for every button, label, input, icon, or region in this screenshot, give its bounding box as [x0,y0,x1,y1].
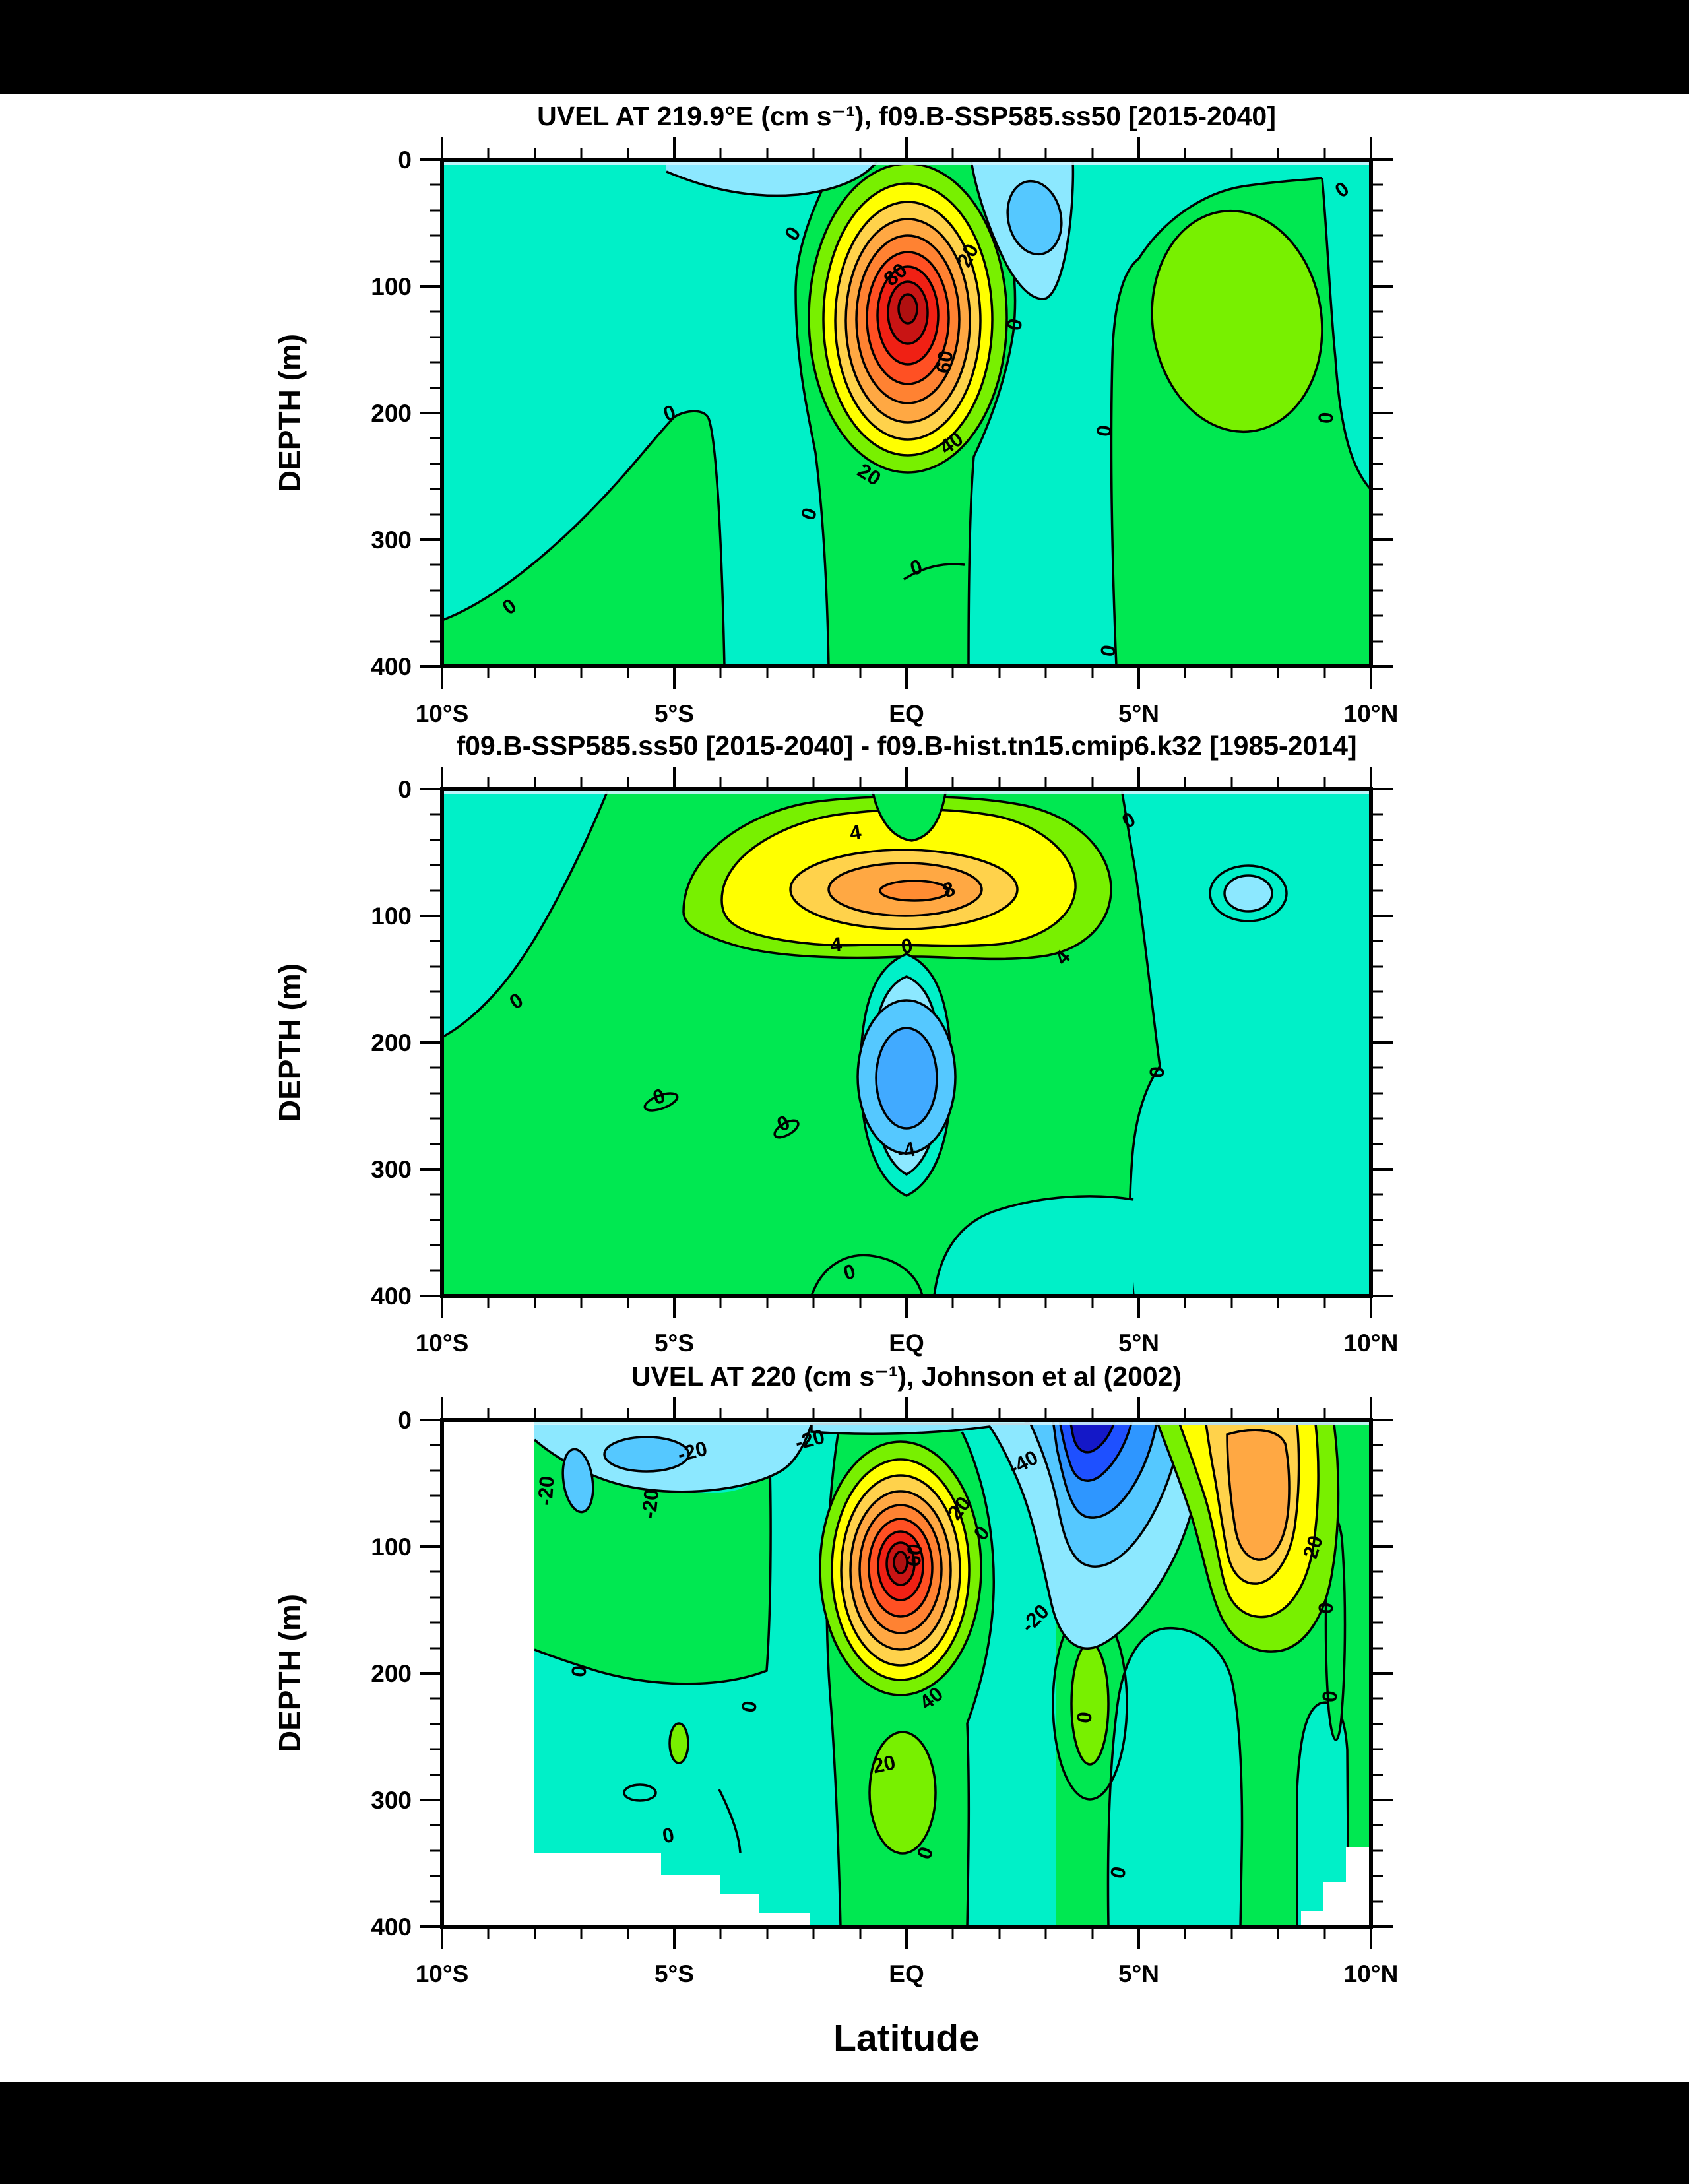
svg-text:100: 100 [371,1533,412,1560]
panel2-ylabel: DEPTH (m) [272,963,307,1122]
svg-text:10°S: 10°S [416,700,469,727]
svg-text:0: 0 [398,776,412,803]
svg-text:5°S: 5°S [654,1330,694,1357]
svg-text:10°N: 10°N [1344,1960,1399,1987]
svg-text:5°N: 5°N [1118,1330,1159,1357]
svg-text:EQ: EQ [889,1960,924,1987]
svg-text:200: 200 [371,1660,412,1687]
svg-text:10°S: 10°S [416,1330,469,1357]
svg-text:400: 400 [371,1913,412,1941]
panel3-y-tick-labels: 0 100 200 300 400 [371,1407,412,1941]
svg-text:60: 60 [901,1543,926,1568]
panel2-contour-plot [441,788,1371,1297]
panel1-contour-plot [441,159,1372,667]
svg-text:20: 20 [870,1750,897,1778]
svg-text:200: 200 [371,1029,412,1056]
panel1-ylabel: DEPTH (m) [272,334,307,492]
svg-text:5°N: 5°N [1118,1960,1159,1987]
svg-text:0: 0 [1096,643,1120,658]
figure-xlabel: Latitude [833,2017,980,2059]
panel1-y-tick-labels: 0 100 200 300 400 [371,146,412,680]
svg-text:200: 200 [371,400,412,427]
svg-text:60: 60 [932,349,957,375]
panel2-title: f09.B-SSP585.ss50 [2015-2040] - f09.B-hi… [456,730,1356,761]
svg-text:400: 400 [371,653,412,680]
svg-text:EQ: EQ [889,700,924,727]
svg-text:0: 0 [737,1700,761,1714]
svg-text:400: 400 [371,1283,412,1310]
panel2-y-tick-labels: 0 100 200 300 400 [371,776,412,1310]
panel3-x-tick-labels: 10°S 5°S EQ 5°N 10°N [416,1960,1399,1987]
svg-text:5°S: 5°S [654,1960,694,1987]
svg-text:0: 0 [1314,411,1337,424]
panel-3: UVEL AT 220 (cm s⁻¹), Johnson et al (200… [272,1361,1398,2059]
svg-text:0: 0 [1145,1065,1169,1079]
svg-text:100: 100 [371,273,412,300]
panel3-title: UVEL AT 220 (cm s⁻¹), Johnson et al (200… [631,1361,1182,1392]
svg-text:0: 0 [398,146,412,174]
svg-text:10°N: 10°N [1344,1330,1399,1357]
svg-text:4: 4 [829,932,843,956]
svg-text:0: 0 [1314,1601,1337,1615]
svg-text:5°S: 5°S [654,700,694,727]
svg-text:0: 0 [1092,424,1116,437]
svg-text:-20: -20 [637,1488,663,1520]
svg-text:EQ: EQ [889,1330,924,1357]
panel3-ylabel: DEPTH (m) [272,1594,307,1752]
svg-text:0: 0 [1072,1710,1097,1724]
panel-2: f09.B-SSP585.ss50 [2015-2040] - f09.B-hi… [272,730,1398,1357]
svg-text:5°N: 5°N [1118,700,1159,727]
panel1-title: UVEL AT 219.9°E (cm s⁻¹), f09.B-SSP585.s… [537,101,1276,131]
svg-text:0: 0 [1318,1690,1341,1703]
svg-text:100: 100 [371,903,412,930]
svg-text:300: 300 [371,1787,412,1814]
svg-text:0: 0 [398,1407,412,1434]
svg-text:10°N: 10°N [1344,700,1399,727]
svg-text:0: 0 [567,1664,591,1678]
svg-text:300: 300 [371,1156,412,1183]
svg-text:0: 0 [900,934,914,958]
panel2-x-tick-labels: 10°S 5°S EQ 5°N 10°N [416,1330,1399,1357]
svg-text:4: 4 [848,820,864,845]
panel-1: UVEL AT 219.9°E (cm s⁻¹), f09.B-SSP585.s… [272,101,1398,727]
svg-text:300: 300 [371,527,412,554]
panel3-contour-plot [534,1420,1371,1927]
svg-text:-20: -20 [534,1475,559,1506]
svg-text:10°S: 10°S [416,1960,469,1987]
panel1-x-tick-labels: 10°S 5°S EQ 5°N 10°N [416,700,1399,727]
